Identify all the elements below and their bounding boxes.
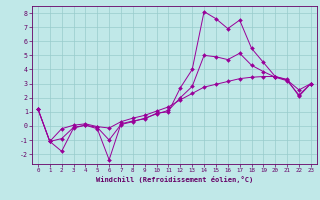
- X-axis label: Windchill (Refroidissement éolien,°C): Windchill (Refroidissement éolien,°C): [96, 176, 253, 183]
